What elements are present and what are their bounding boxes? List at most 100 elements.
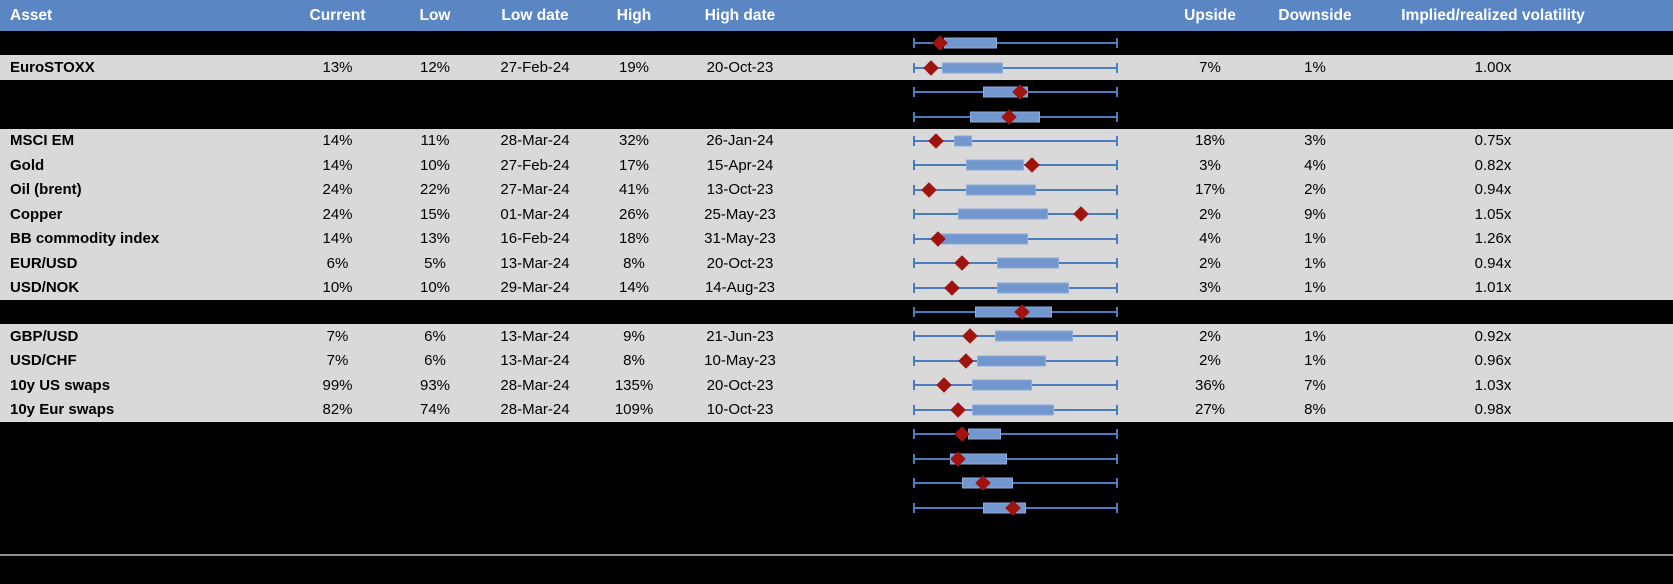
upside-cell: 4%: [1199, 230, 1221, 248]
table-row: GBP/USD 7% 6% 13-Mar-24 9% 21-Jun-23 2% …: [0, 324, 1673, 349]
low-date-cell: 01-Mar-24: [500, 205, 570, 223]
bottom-band: [0, 519, 1673, 584]
whisker-cap-left: [913, 404, 915, 415]
header-high-date: High date: [704, 6, 776, 24]
high-cell: 8%: [623, 352, 645, 370]
range-boxplot: [802, 227, 1175, 251]
current-marker-diamond: [921, 182, 938, 198]
current-marker-diamond: [954, 255, 970, 271]
whisker-cap-right: [1116, 184, 1118, 195]
whisker-line: [913, 42, 1118, 45]
whisker-cap-right: [1116, 135, 1118, 146]
table-row: 10y Eur swaps 82% 74% 28-Mar-24 109% 10-…: [0, 397, 1673, 422]
downside-cell: 7%: [1304, 376, 1326, 394]
whisker-cap-right: [1116, 429, 1118, 440]
redacted-row: [0, 495, 1673, 520]
whisker-cap-right: [1116, 380, 1118, 391]
low-date-cell: 27-Mar-24: [500, 181, 570, 199]
low-cell: 74%: [419, 401, 451, 419]
upside-cell: 2%: [1199, 254, 1221, 272]
asset-cell: Copper: [10, 205, 63, 223]
high-date-cell: 20-Oct-23: [706, 254, 774, 272]
current-cell: 7%: [326, 352, 349, 370]
whisker-cap-left: [913, 478, 915, 489]
current-cell: 6%: [326, 254, 349, 272]
low-cell: 10%: [419, 156, 451, 174]
volatility-cell: 0.75x: [1474, 132, 1512, 150]
range-boxplot: [802, 495, 1175, 519]
table-row: Oil (brent) 24% 22% 27-Mar-24 41% 13-Oct…: [0, 177, 1673, 203]
low-cell: 93%: [419, 376, 451, 394]
current-cell: 24%: [322, 181, 353, 199]
asset-cell: EuroSTOXX: [10, 59, 95, 77]
range-box: [982, 502, 1026, 514]
current-marker-diamond: [935, 377, 952, 394]
range-boxplot: [802, 324, 1175, 348]
whisker-cap-left: [913, 135, 915, 146]
boxplot-track: [913, 55, 1118, 79]
downside-cell: 2%: [1304, 181, 1326, 199]
downside-cell: 1%: [1304, 254, 1326, 272]
current-cell: 10%: [322, 279, 353, 297]
upside-cell: 18%: [1194, 132, 1226, 150]
range-boxplot: [802, 275, 1175, 299]
range-box: [997, 282, 1069, 294]
boxplot-track: [913, 422, 1118, 446]
volatility-cell: 1.00x: [1474, 59, 1512, 77]
whisker-cap-left: [913, 258, 915, 269]
high-cell: 135%: [614, 376, 654, 394]
whisker-cap-right: [1116, 404, 1118, 415]
upside-cell: 2%: [1199, 352, 1221, 370]
boxplot-track: [913, 153, 1118, 177]
range-boxplot: [802, 153, 1175, 177]
volatility-cell: 0.96x: [1474, 352, 1512, 370]
upside-cell: 2%: [1199, 205, 1221, 223]
low-cell: 15%: [419, 205, 451, 223]
high-date-cell: 20-Oct-23: [706, 59, 774, 77]
whisker-cap-left: [913, 160, 915, 171]
low-date-cell: 29-Mar-24: [500, 279, 570, 297]
volatility-cell: 1.03x: [1474, 376, 1512, 394]
range-box: [966, 184, 1036, 196]
table-row: BB commodity index 14% 13% 16-Feb-24 18%…: [0, 226, 1673, 251]
boxplot-track: [913, 31, 1118, 55]
range-box: [976, 355, 1047, 367]
range-box: [958, 208, 1049, 220]
current-marker-diamond: [1024, 157, 1040, 174]
whisker-cap-left: [913, 184, 915, 195]
range-boxplot: [802, 178, 1175, 202]
high-date-cell: 25-May-23: [704, 205, 776, 223]
downside-cell: 9%: [1304, 205, 1326, 223]
low-cell: 11%: [420, 132, 450, 150]
whisker-cap-right: [1116, 502, 1118, 513]
whisker-line: [913, 482, 1118, 485]
redacted-row: [0, 79, 1673, 105]
table-header-row: Asset Current Low Low date High High dat…: [0, 0, 1673, 31]
asset-cell: BB commodity index: [10, 230, 160, 248]
range-box: [939, 233, 1028, 245]
downside-cell: 1%: [1304, 230, 1326, 248]
current-cell: 82%: [322, 401, 353, 419]
range-boxplot: [802, 471, 1175, 495]
header-downside: Downside: [1278, 6, 1352, 24]
redacted-row: [0, 422, 1673, 447]
whisker-cap-right: [1116, 478, 1118, 489]
whisker-cap-left: [913, 209, 915, 220]
header-low: Low: [419, 6, 451, 24]
downside-cell: 3%: [1304, 132, 1326, 150]
header-current: Current: [309, 6, 366, 24]
range-box: [968, 428, 1002, 440]
high-cell: 18%: [618, 230, 650, 248]
asset-cell: MSCI EM: [10, 132, 75, 150]
header-volatility: Implied/realized volatility: [1401, 6, 1585, 24]
whisker-cap-right: [1116, 62, 1118, 73]
range-boxplot: [802, 202, 1175, 226]
high-date-cell: 10-May-23: [704, 352, 776, 370]
upside-cell: 27%: [1194, 401, 1226, 419]
whisker-cap-left: [913, 502, 915, 513]
table-body: EuroSTOXX 13% 12% 27-Feb-24 19% 20-Oct-2…: [0, 31, 1673, 520]
boxplot-track: [913, 80, 1118, 104]
table-row: 10y US swaps 99% 93% 28-Mar-24 135% 20-O…: [0, 373, 1673, 398]
current-cell: 99%: [322, 376, 353, 394]
bottom-divider-line: [0, 553, 1673, 556]
